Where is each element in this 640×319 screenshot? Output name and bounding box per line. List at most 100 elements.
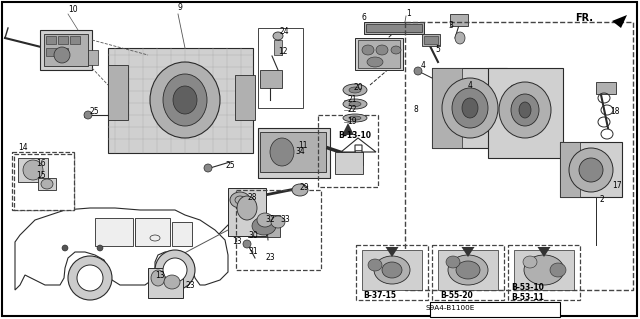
Ellipse shape (41, 179, 53, 189)
Bar (46, 48, 56, 56)
Text: 9: 9 (178, 4, 183, 12)
Ellipse shape (243, 240, 251, 248)
Ellipse shape (550, 263, 566, 277)
Text: 29: 29 (300, 183, 310, 192)
Text: 3: 3 (448, 20, 453, 29)
Bar (364, 22, 424, 34)
Ellipse shape (349, 87, 361, 93)
Ellipse shape (54, 47, 70, 63)
Text: B-53-10: B-53-10 (511, 284, 544, 293)
Bar (40, 30, 92, 70)
Bar (335, 152, 363, 174)
Text: 33: 33 (280, 216, 290, 225)
Bar (356, 245, 428, 300)
Ellipse shape (68, 256, 112, 300)
Bar (84, 113, 90, 117)
Bar (248, 215, 280, 237)
Text: FR.: FR. (575, 13, 593, 23)
Ellipse shape (97, 245, 103, 251)
Bar (258, 128, 330, 178)
Text: 8: 8 (414, 106, 419, 115)
Text: 18: 18 (610, 108, 620, 116)
Bar (508, 245, 580, 300)
Bar (172, 222, 192, 246)
Ellipse shape (271, 216, 285, 228)
Bar (560, 142, 622, 197)
Bar (58, 48, 68, 56)
Bar (70, 36, 80, 44)
Ellipse shape (569, 148, 613, 192)
Ellipse shape (62, 245, 68, 251)
Text: 21: 21 (347, 95, 356, 105)
Polygon shape (342, 123, 354, 135)
Bar (108, 48, 253, 153)
Bar (514, 250, 574, 290)
Polygon shape (341, 138, 376, 152)
Bar (560, 142, 580, 197)
Text: 4: 4 (421, 61, 426, 70)
Ellipse shape (155, 250, 195, 290)
Text: 11: 11 (298, 140, 307, 150)
Text: B-55-20: B-55-20 (440, 291, 473, 300)
Ellipse shape (456, 261, 480, 279)
Bar (18, 158, 48, 182)
Ellipse shape (343, 84, 367, 96)
Text: 32: 32 (265, 216, 275, 225)
Text: 30: 30 (248, 231, 258, 240)
Ellipse shape (252, 217, 276, 235)
Ellipse shape (270, 138, 294, 166)
Bar (258, 28, 303, 108)
Bar (358, 40, 400, 68)
Bar (422, 34, 440, 46)
Ellipse shape (374, 256, 410, 284)
Bar (260, 132, 326, 172)
Bar (274, 40, 282, 55)
Text: B-37-15: B-37-15 (363, 291, 396, 300)
Ellipse shape (292, 184, 308, 196)
Bar (135, 218, 170, 246)
Bar (438, 250, 498, 290)
Polygon shape (612, 15, 627, 28)
Text: B-53-11: B-53-11 (511, 293, 544, 302)
Bar (355, 38, 403, 70)
Ellipse shape (524, 255, 564, 285)
Ellipse shape (523, 256, 537, 268)
Bar (362, 250, 422, 290)
Polygon shape (15, 208, 228, 290)
Bar (366, 24, 422, 32)
Text: 12: 12 (278, 48, 287, 56)
Ellipse shape (519, 102, 531, 118)
Ellipse shape (442, 78, 498, 138)
Ellipse shape (391, 46, 401, 54)
Ellipse shape (151, 270, 165, 286)
Ellipse shape (579, 158, 603, 182)
Bar (358, 247, 426, 295)
Ellipse shape (257, 213, 273, 227)
Text: 14: 14 (18, 144, 28, 152)
Text: 34: 34 (295, 147, 305, 157)
Bar (405, 22, 633, 290)
Text: 10: 10 (68, 5, 77, 14)
Bar (95, 218, 133, 246)
Text: 24: 24 (280, 27, 290, 36)
Ellipse shape (446, 256, 460, 268)
Text: 31: 31 (248, 248, 258, 256)
Ellipse shape (163, 258, 187, 282)
Bar (596, 82, 616, 94)
Ellipse shape (510, 85, 518, 93)
Bar (510, 247, 578, 295)
Ellipse shape (452, 88, 488, 128)
Text: S9A4-B1100E: S9A4-B1100E (426, 305, 475, 311)
Polygon shape (385, 247, 399, 257)
Polygon shape (538, 247, 550, 257)
Ellipse shape (368, 259, 382, 271)
Bar (318, 115, 378, 187)
Ellipse shape (367, 57, 383, 67)
Text: 17: 17 (612, 181, 621, 189)
Bar (432, 68, 462, 148)
Text: 15: 15 (36, 170, 45, 180)
Ellipse shape (414, 67, 422, 75)
Ellipse shape (84, 111, 92, 119)
Text: 23: 23 (185, 280, 195, 290)
Bar (432, 245, 504, 300)
